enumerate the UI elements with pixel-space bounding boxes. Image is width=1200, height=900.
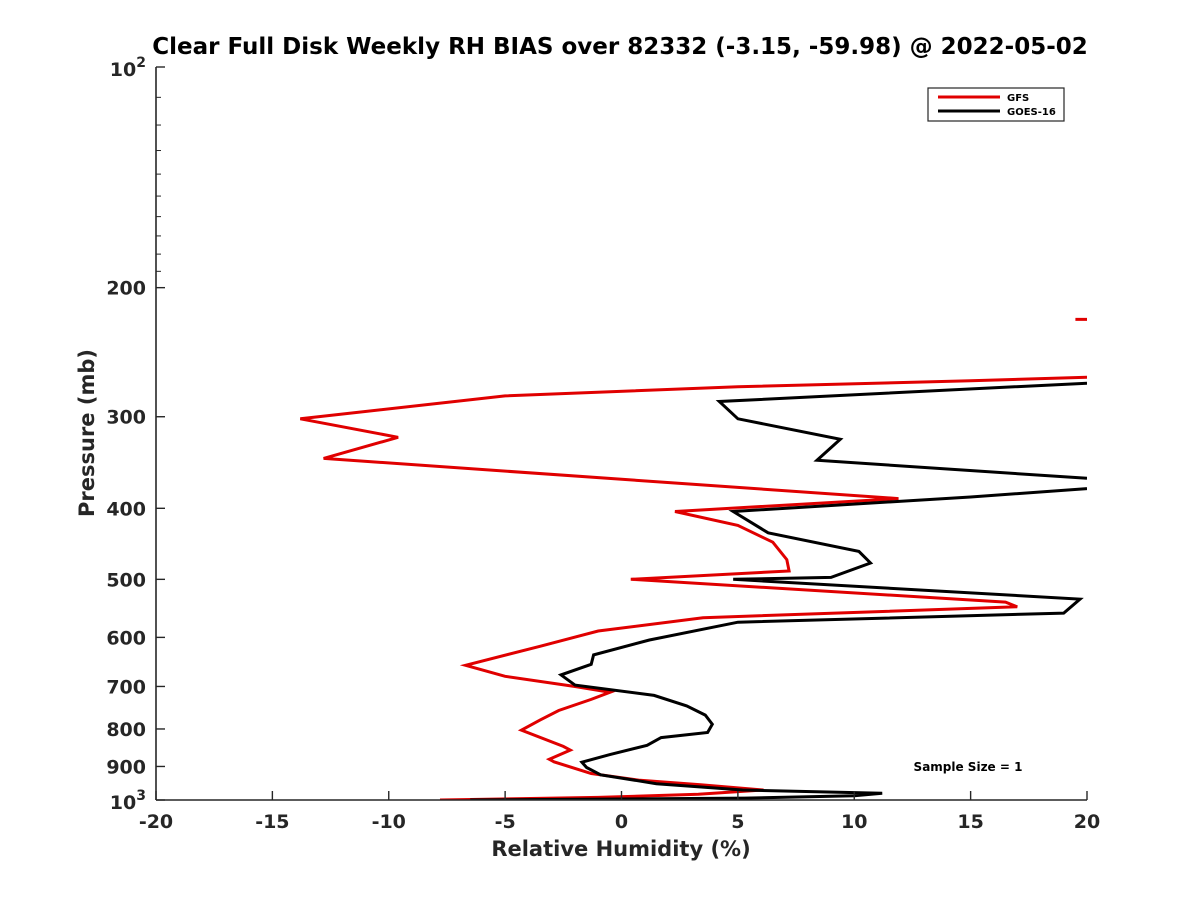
y-tick-label: 600 xyxy=(106,627,146,649)
y-tick-label: 700 xyxy=(106,676,146,698)
y-tick-label: 200 xyxy=(106,278,146,300)
chart-title: Clear Full Disk Weekly RH BIAS over 8233… xyxy=(152,34,1088,60)
y-tick-label-power: 102 xyxy=(110,55,146,81)
y-tick-base: 10 xyxy=(110,59,136,81)
x-tick-label: 20 xyxy=(1074,811,1100,833)
x-tick-label: -15 xyxy=(255,811,289,833)
y-tick-label: 500 xyxy=(106,569,146,591)
x-tick-label: -20 xyxy=(139,811,173,833)
legend-label: GFS xyxy=(1007,93,1029,104)
legend: GFS GOES-16 xyxy=(927,87,1065,122)
x-tick-label: 15 xyxy=(957,811,983,833)
x-tick-label: 0 xyxy=(615,811,628,833)
x-axis-ticks: -20 -15 -10 -5 0 5 10 15 20 xyxy=(139,791,1100,833)
x-axis-label: Relative Humidity (%) xyxy=(491,837,750,861)
series-layer xyxy=(300,317,1087,800)
plot-area: -20 -15 -10 -5 0 5 10 15 20 200 300 400 500 600 700 80… xyxy=(106,55,1100,833)
sample-size-annotation: Sample Size = 1 xyxy=(914,760,1023,774)
y-axis-label: Pressure (mb) xyxy=(75,349,99,517)
y-tick-label: 400 xyxy=(106,498,146,520)
y-tick-exponent: 2 xyxy=(136,55,146,71)
y-tick-label-power: 103 xyxy=(110,788,146,814)
x-tick-label: 5 xyxy=(731,811,744,833)
y-tick-label: 900 xyxy=(106,756,146,778)
y-tick-base: 10 xyxy=(110,792,136,814)
y-tick-label: 300 xyxy=(106,407,146,429)
legend-label: GOES-16 xyxy=(1007,107,1056,118)
x-tick-label: -10 xyxy=(372,811,406,833)
legend-box xyxy=(927,87,1065,122)
x-tick-label: -5 xyxy=(495,811,516,833)
series-line-gfs xyxy=(300,317,1087,800)
series-line-goes-16 xyxy=(470,381,1087,800)
y-tick-exponent: 3 xyxy=(136,788,146,804)
y-tick-label: 800 xyxy=(106,719,146,741)
x-tick-label: 10 xyxy=(841,811,867,833)
